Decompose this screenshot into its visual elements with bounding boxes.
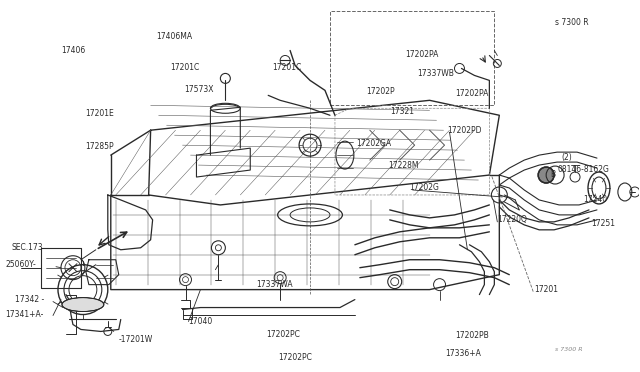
Text: 17240: 17240 (583, 195, 607, 205)
Text: 17336+A: 17336+A (445, 349, 481, 358)
Text: 17342 -: 17342 - (15, 295, 44, 304)
Text: 17202PC: 17202PC (266, 330, 300, 339)
Text: 17321: 17321 (390, 107, 413, 116)
Text: 17202G: 17202G (410, 183, 440, 192)
Text: 17285P: 17285P (85, 142, 113, 151)
Text: B: B (550, 170, 556, 179)
Text: 17406MA: 17406MA (157, 32, 193, 41)
Text: 17202GA: 17202GA (356, 139, 391, 148)
Text: 17202PD: 17202PD (447, 126, 482, 135)
Text: 17201C: 17201C (171, 63, 200, 72)
Text: s 7300 R: s 7300 R (555, 18, 589, 27)
Text: 17201C: 17201C (272, 63, 301, 72)
Text: 17337WA: 17337WA (256, 280, 293, 289)
Text: 17202PA: 17202PA (406, 50, 439, 59)
Text: 17337WB: 17337WB (418, 69, 454, 78)
Text: 17202P: 17202P (366, 87, 394, 96)
Text: 17202PC: 17202PC (278, 353, 312, 362)
Text: 17201: 17201 (534, 285, 558, 294)
Text: 17202PA: 17202PA (456, 89, 489, 98)
Text: 17341+A-: 17341+A- (5, 310, 44, 319)
Text: 17406: 17406 (61, 46, 85, 55)
Circle shape (538, 167, 554, 183)
Text: s 7300 R: s 7300 R (555, 347, 583, 352)
Text: SEC.173: SEC.173 (11, 243, 43, 252)
Text: 17201E: 17201E (85, 109, 114, 118)
Text: 17573X: 17573X (184, 85, 214, 94)
Text: (2): (2) (561, 153, 572, 161)
Text: 17228M: 17228M (388, 161, 419, 170)
Text: 17251: 17251 (591, 219, 615, 228)
Bar (330, 11, 494, 105)
Text: 17202PB: 17202PB (456, 331, 489, 340)
Text: 08146-8162G: 08146-8162G (557, 164, 609, 174)
Text: -17201W: -17201W (119, 335, 153, 344)
Text: 17040: 17040 (189, 317, 212, 326)
Text: 17220Q: 17220Q (497, 215, 527, 224)
Ellipse shape (62, 298, 104, 311)
Text: 25060Y-: 25060Y- (5, 260, 36, 269)
